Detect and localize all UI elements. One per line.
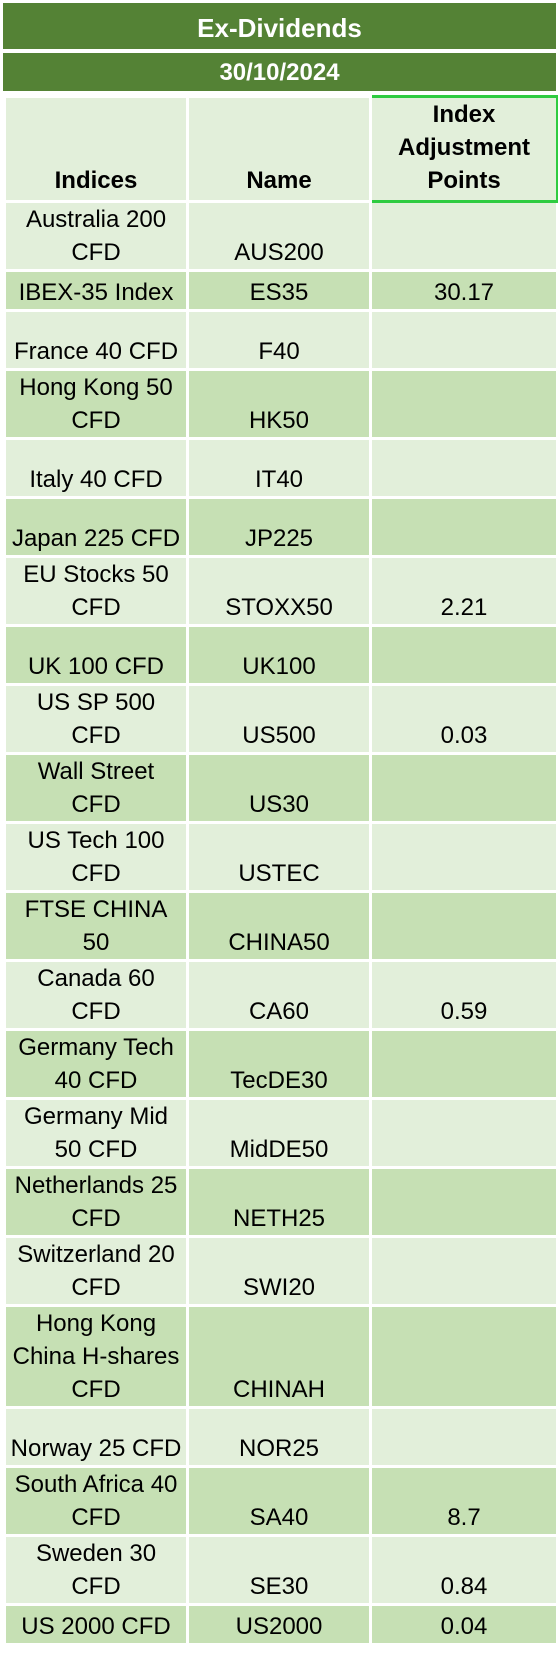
cell-points[interactable]: 2.21 (369, 555, 558, 627)
cell-index[interactable]: Hong Kong 50 CFD (3, 368, 189, 440)
cell-index[interactable]: France 40 CFD (3, 309, 189, 371)
cell-index[interactable]: US Tech 100 CFD (3, 821, 189, 893)
dividends-table: Indices Name Index Adjustment Points Aus… (3, 95, 558, 1646)
cell-points[interactable] (369, 437, 558, 499)
cell-name[interactable]: NETH25 (186, 1166, 372, 1238)
cell-points[interactable]: 30.17 (369, 269, 558, 312)
table-row: Hong Kong China H-shares CFD CHINAH (3, 1304, 558, 1409)
cell-points[interactable] (369, 309, 558, 371)
cell-index[interactable]: Japan 225 CFD (3, 496, 189, 558)
sheet-date: 30/10/2024 (3, 53, 556, 95)
table-row: Italy 40 CFD IT40 (3, 437, 558, 499)
cell-points[interactable] (369, 1097, 558, 1169)
table-row: Canada 60 CFD CA60 0.59 (3, 959, 558, 1031)
cell-name[interactable]: ES35 (186, 269, 372, 312)
cell-points[interactable] (369, 368, 558, 440)
table-row: UK 100 CFD UK100 (3, 624, 558, 686)
cell-points[interactable]: 0.59 (369, 959, 558, 1031)
header-name[interactable]: Name (186, 95, 372, 203)
cell-name[interactable]: STOXX50 (186, 555, 372, 627)
cell-points[interactable] (369, 1166, 558, 1238)
cell-points[interactable] (369, 752, 558, 824)
cell-name[interactable]: CHINAH (186, 1304, 372, 1409)
header-index-adjustment-points[interactable]: Index Adjustment Points (369, 95, 558, 203)
cell-points[interactable] (369, 624, 558, 686)
table-row: US Tech 100 CFD USTEC (3, 821, 558, 893)
cell-name[interactable]: MidDE50 (186, 1097, 372, 1169)
table-row: Japan 225 CFD JP225 (3, 496, 558, 558)
cell-index[interactable]: EU Stocks 50 CFD (3, 555, 189, 627)
cell-name[interactable]: HK50 (186, 368, 372, 440)
table-row: FTSE CHINA 50 CHINA50 (3, 890, 558, 962)
cell-index[interactable]: Germany Mid 50 CFD (3, 1097, 189, 1169)
cell-name[interactable]: AUS200 (186, 200, 372, 272)
cell-name[interactable]: US2000 (186, 1603, 372, 1646)
cell-index[interactable]: Switzerland 20 CFD (3, 1235, 189, 1307)
cell-index[interactable]: Wall Street CFD (3, 752, 189, 824)
cell-name[interactable]: SE30 (186, 1534, 372, 1606)
cell-index[interactable]: FTSE CHINA 50 (3, 890, 189, 962)
table-row: South Africa 40 CFD SA40 8.7 (3, 1465, 558, 1537)
cell-points[interactable] (369, 496, 558, 558)
cell-name[interactable]: CHINA50 (186, 890, 372, 962)
cell-name[interactable]: SA40 (186, 1465, 372, 1537)
cell-index[interactable]: South Africa 40 CFD (3, 1465, 189, 1537)
cell-index[interactable]: Australia 200 CFD (3, 200, 189, 272)
table-row: Hong Kong 50 CFD HK50 (3, 368, 558, 440)
table-row: IBEX-35 Index ES35 30.17 (3, 269, 558, 312)
cell-index[interactable]: Sweden 30 CFD (3, 1534, 189, 1606)
table-row: Australia 200 CFD AUS200 (3, 200, 558, 272)
table-row: Switzerland 20 CFD SWI20 (3, 1235, 558, 1307)
table-row: Netherlands 25 CFD NETH25 (3, 1166, 558, 1238)
table-row: Norway 25 CFD NOR25 (3, 1406, 558, 1468)
cell-index[interactable]: Germany Tech 40 CFD (3, 1028, 189, 1100)
cell-points[interactable]: 0.03 (369, 683, 558, 755)
cell-name[interactable]: USTEC (186, 821, 372, 893)
table-row: Germany Tech 40 CFD TecDE30 (3, 1028, 558, 1100)
ex-dividends-sheet: Ex-Dividends 30/10/2024 Indices Name Ind… (3, 3, 558, 1646)
header-row: Indices Name Index Adjustment Points (3, 95, 558, 203)
table-row: Wall Street CFD US30 (3, 752, 558, 824)
cell-index[interactable]: UK 100 CFD (3, 624, 189, 686)
cell-points[interactable] (369, 1406, 558, 1468)
cell-index[interactable]: Italy 40 CFD (3, 437, 189, 499)
cell-index[interactable]: Hong Kong China H-shares CFD (3, 1304, 189, 1409)
cell-name[interactable]: CA60 (186, 959, 372, 1031)
cell-index[interactable]: Norway 25 CFD (3, 1406, 189, 1468)
cell-points[interactable] (369, 1304, 558, 1409)
cell-points[interactable] (369, 1235, 558, 1307)
cell-points[interactable] (369, 890, 558, 962)
cell-index[interactable]: US SP 500 CFD (3, 683, 189, 755)
table-row: US 2000 CFD US2000 0.04 (3, 1603, 558, 1646)
cell-points[interactable] (369, 200, 558, 272)
table-row: Sweden 30 CFD SE30 0.84 (3, 1534, 558, 1606)
table-body: Australia 200 CFD AUS200 IBEX-35 Index ES35… (3, 200, 558, 1646)
cell-points[interactable]: 0.84 (369, 1534, 558, 1606)
cell-index[interactable]: Canada 60 CFD (3, 959, 189, 1031)
table-row: US SP 500 CFD US500 0.03 (3, 683, 558, 755)
cell-name[interactable]: IT40 (186, 437, 372, 499)
cell-name[interactable]: UK100 (186, 624, 372, 686)
header-indices[interactable]: Indices (3, 95, 189, 203)
cell-name[interactable]: F40 (186, 309, 372, 371)
cell-points[interactable] (369, 1028, 558, 1100)
cell-name[interactable]: US30 (186, 752, 372, 824)
cell-index[interactable]: US 2000 CFD (3, 1603, 189, 1646)
table-row: France 40 CFD F40 (3, 309, 558, 371)
cell-name[interactable]: SWI20 (186, 1235, 372, 1307)
table-row: EU Stocks 50 CFD STOXX50 2.21 (3, 555, 558, 627)
cell-name[interactable]: TecDE30 (186, 1028, 372, 1100)
cell-name[interactable]: JP225 (186, 496, 372, 558)
sheet-title: Ex-Dividends (3, 3, 556, 53)
cell-points[interactable]: 8.7 (369, 1465, 558, 1537)
cell-index[interactable]: IBEX-35 Index (3, 269, 189, 312)
table-row: Germany Mid 50 CFD MidDE50 (3, 1097, 558, 1169)
cell-points[interactable] (369, 821, 558, 893)
cell-index[interactable]: Netherlands 25 CFD (3, 1166, 189, 1238)
cell-name[interactable]: NOR25 (186, 1406, 372, 1468)
cell-points[interactable]: 0.04 (369, 1603, 558, 1646)
cell-name[interactable]: US500 (186, 683, 372, 755)
